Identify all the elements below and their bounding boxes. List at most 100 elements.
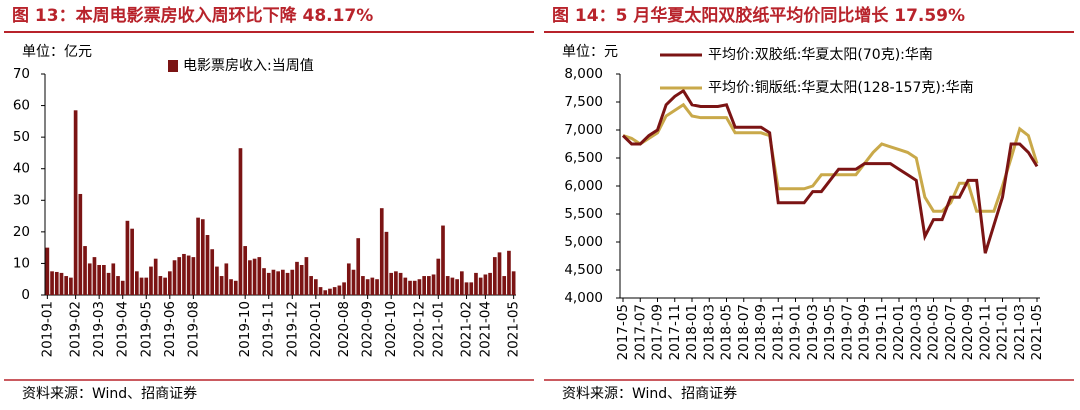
y-tick-label: 4,000 <box>564 290 603 306</box>
legend-swatch <box>168 60 178 72</box>
bar <box>445 276 450 295</box>
bar <box>290 269 295 295</box>
bar <box>233 280 238 295</box>
chart-panel: 图 14：5 月华夏太阳双胶纸平均价同比增长 17.59% 资料来源：Wind、招… <box>544 5 1074 402</box>
bar <box>365 279 370 295</box>
x-tick-label: 2019-02 <box>68 301 84 357</box>
x-tick-label: 2021-01 <box>995 304 1011 360</box>
bar <box>238 148 243 295</box>
legend-label: 电影票房收入:当周值 <box>183 58 314 74</box>
bar <box>215 266 219 295</box>
bar <box>318 287 323 295</box>
x-tick-label: 2018-09 <box>753 304 769 360</box>
y-tick-label: 7,000 <box>564 122 603 138</box>
bar <box>229 279 233 295</box>
x-tick-label: 2021-04 <box>477 301 493 357</box>
x-tick-label: 2019-01 <box>39 301 55 357</box>
x-tick-label: 2019-04 <box>115 301 131 357</box>
x-tick-label: 2018-05 <box>719 304 735 360</box>
y-tick-label: 5,000 <box>564 234 603 250</box>
bar <box>379 208 384 295</box>
x-tick-label: 2019-12 <box>284 301 300 357</box>
bar <box>106 272 111 295</box>
bar <box>276 271 280 295</box>
x-tick-label: 2019-06 <box>162 301 178 357</box>
bar <box>478 277 483 295</box>
bar <box>313 279 318 295</box>
bar <box>87 263 92 295</box>
x-tick-label: 2018-11 <box>770 304 786 360</box>
x-tick-label: 2017-05 <box>615 304 631 360</box>
y-tick-label: 5,500 <box>564 206 603 222</box>
bar <box>342 282 346 295</box>
x-tick-label: 2020-11 <box>977 304 993 360</box>
bar <box>50 271 54 295</box>
bar <box>332 287 337 295</box>
bar <box>281 269 285 295</box>
bar <box>191 257 196 295</box>
legend-label: 平均价:铜版纸:华夏太阳(128-157克):华南 <box>708 80 974 96</box>
x-tick-label: 2019-01 <box>788 304 804 360</box>
x-tick-label: 2017-11 <box>667 304 683 360</box>
bar <box>172 260 177 295</box>
bar <box>252 258 257 295</box>
x-tick-label: 2020-12 <box>411 301 427 357</box>
bar <box>92 257 97 295</box>
bar <box>266 272 271 295</box>
bar <box>210 249 215 295</box>
bar <box>262 268 266 295</box>
bar <box>248 260 252 295</box>
bar <box>455 279 459 295</box>
bar <box>441 225 445 295</box>
bar <box>224 263 229 295</box>
y-tick-label: 60 <box>13 98 30 114</box>
bar <box>412 280 417 295</box>
bar <box>502 276 507 295</box>
bar <box>394 271 398 295</box>
x-tick-label: 2020-08 <box>336 301 352 357</box>
x-tick-label: 2019-05 <box>822 304 838 360</box>
bar <box>507 250 511 295</box>
y-tick-label: 10 <box>13 255 30 271</box>
y-tick-label: 0 <box>21 287 30 303</box>
unit-label: 单位：元 <box>562 44 618 60</box>
bar <box>130 228 134 295</box>
series-line <box>622 102 1039 213</box>
bar <box>492 257 497 295</box>
y-tick-label: 20 <box>13 224 30 240</box>
bar <box>243 246 248 295</box>
bar <box>83 246 87 295</box>
x-tick-label: 2020-01 <box>891 304 907 360</box>
x-tick-label: 2020-07 <box>943 304 959 360</box>
x-tick-label: 2017-09 <box>650 304 666 360</box>
bar <box>323 290 328 295</box>
bar <box>97 265 102 295</box>
bar <box>403 277 408 295</box>
bar <box>73 110 78 295</box>
bar <box>483 274 488 295</box>
unit-label: 单位：亿元 <box>22 44 92 60</box>
bar <box>356 238 361 295</box>
bar <box>389 272 394 295</box>
bar <box>375 279 379 295</box>
y-tick-label: 8,000 <box>564 66 603 82</box>
bar <box>102 265 106 295</box>
x-tick-label: 2021-02 <box>459 301 475 357</box>
bar <box>299 265 304 295</box>
bar <box>149 266 153 295</box>
x-tick-label: 2017-07 <box>632 304 648 360</box>
bar <box>474 272 478 295</box>
bar <box>135 271 139 295</box>
x-tick-label: 2019-05 <box>138 301 154 357</box>
bar <box>384 231 389 295</box>
x-tick-label: 2019-11 <box>874 304 890 360</box>
bar <box>450 277 455 295</box>
bar <box>417 279 422 295</box>
bar <box>497 252 502 295</box>
x-tick-label: 2020-03 <box>908 304 924 360</box>
x-tick-label: 2021-01 <box>430 301 446 357</box>
x-tick-label: 2020-05 <box>926 304 942 360</box>
x-tick-label: 2020-10 <box>383 301 399 357</box>
bar <box>257 257 262 295</box>
source-note: 资料来源：Wind、招商证券 <box>562 386 737 402</box>
